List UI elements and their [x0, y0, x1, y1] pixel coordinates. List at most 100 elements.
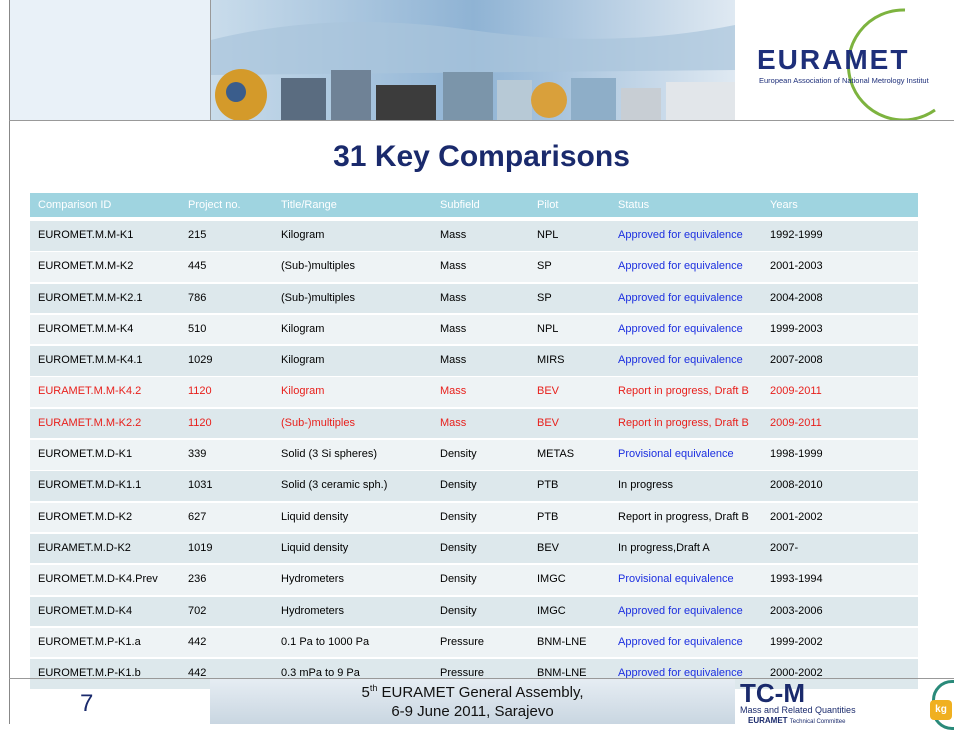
table-cell: 442	[188, 628, 206, 658]
header-row: Comparison IDProject no.Title/RangeSubfi…	[30, 193, 918, 217]
event-box: 5th EURAMET General Assembly, 6-9 June 2…	[210, 679, 735, 724]
table-cell: 627	[188, 503, 206, 533]
table-cell: EUROMET.M.M-K1	[38, 221, 133, 251]
table-cell: 2001-2002	[770, 503, 823, 533]
table-cell: Mass	[440, 346, 466, 376]
table-cell: 339	[188, 440, 206, 470]
logo-area: EURAMET European Association of National…	[735, 0, 954, 120]
table-cell: EUROMET.M.D-K2	[38, 503, 132, 533]
table-row: EUROMET.M.D-K2627Liquid densityDensityPT…	[30, 503, 918, 533]
table-cell: Kilogram	[281, 377, 324, 407]
table-cell: 1993-1994	[770, 565, 823, 595]
table-row: EUROMET.M.D-K1.1 1031 Solid (3 ceramic sph…	[30, 471, 918, 501]
table-cell: Mass	[440, 315, 466, 345]
table-cell: NPL	[537, 315, 558, 345]
table-cell: NPL	[537, 221, 558, 251]
table-cell: 510	[188, 315, 206, 345]
table-cell: Report in progress, Draft B	[618, 409, 749, 439]
table-cell: EURAMET.M.M-K4.2	[38, 377, 141, 407]
table-cell: 1019	[188, 534, 212, 564]
logo: EURAMET	[757, 44, 909, 76]
table-cell: 2009-2011	[770, 409, 822, 439]
title: 31 Key Comparisons	[9, 140, 954, 174]
table-cell: EUROMET.M.M-K2.1	[38, 284, 143, 314]
tc-org-subtitle: Technical Committee	[790, 719, 846, 725]
table-cell: Hydrometers	[281, 565, 344, 595]
table-cell: Report in progress, Draft B	[618, 377, 749, 407]
table-row: EUROMET.M.M-K2.1786(Sub-)multiplesMassSP…	[30, 284, 918, 314]
table-cell: IMGC	[537, 565, 566, 595]
table: Comparison IDProject no.Title/RangeSubfi…	[30, 193, 918, 690]
table-cell: 2004-2008	[770, 284, 823, 314]
table-cell: 445	[188, 252, 206, 282]
column-header: Years	[770, 193, 798, 217]
table-cell: Approved for equivalence	[618, 628, 743, 658]
table-row: EUROMET.M.D-K1339Solid (3 Si spheres)Den…	[30, 440, 918, 470]
column-header: Status	[618, 193, 649, 217]
table-cell: Approved for equivalence	[618, 315, 743, 345]
table-cell: EUROMET.M.D-K4	[38, 597, 132, 627]
event-line2: 6-9 June 2011, Sarajevo	[210, 703, 735, 720]
table-cell: EUROMET.M.P-K1.b	[38, 659, 141, 689]
table-cell: Approved for equivalence	[618, 597, 743, 627]
table-cell: Density	[440, 471, 477, 501]
table-cell: In progress	[618, 471, 673, 501]
table-cell: EURAMET.M.D-K2	[38, 534, 131, 564]
table-cell: METAS	[537, 440, 574, 470]
table-cell: Approved for equivalence	[618, 284, 743, 314]
table-cell: 1992-1999	[770, 221, 823, 251]
kg-weight: kg	[930, 700, 952, 720]
table-row: EUROMET.M.M-K1215KilogramMassNPLApproved…	[30, 221, 918, 251]
table-cell: 702	[188, 597, 206, 627]
header-rule	[9, 120, 954, 121]
table-cell: BEV	[537, 534, 559, 564]
table-cell: BNM-LNE	[537, 628, 587, 658]
table-cell: EUROMET.M.D-K1.1	[38, 471, 141, 501]
page-number: 7	[80, 690, 93, 718]
table-cell: 1029	[188, 346, 212, 376]
table-cell: BEV	[537, 377, 559, 407]
table-cell: Mass	[440, 377, 466, 407]
table-cell: Kilogram	[281, 221, 324, 251]
table-cell: 215	[188, 221, 206, 251]
table-cell: Density	[440, 565, 477, 595]
table-cell: Mass	[440, 221, 466, 251]
table-cell: 1031	[188, 471, 212, 501]
table-cell: 1999-2002	[770, 628, 823, 658]
event-text: EURAMET General Assembly,	[377, 684, 583, 701]
column-header: Subfield	[440, 193, 480, 217]
column-header: Title/Range	[281, 193, 337, 217]
table-cell: Kilogram	[281, 346, 324, 376]
table-cell: EUROMET.M.D-K1	[38, 440, 132, 470]
header-collage	[211, 0, 735, 120]
table-cell: Liquid density	[281, 503, 348, 533]
table-cell: Density	[440, 534, 477, 564]
table-cell: Hydrometers	[281, 597, 344, 627]
table-cell: Solid (3 ceramic sph.)	[281, 471, 387, 501]
table-cell: 786	[188, 284, 206, 314]
table-cell: SP	[537, 284, 552, 314]
table-cell: 2003-2006	[770, 597, 823, 627]
table-cell: EUROMET.M.M-K2	[38, 252, 133, 282]
table-cell: Approved for equivalence	[618, 252, 743, 282]
table-cell: EURAMET.M.M-K2.2	[38, 409, 141, 439]
table-cell: 2007-2008	[770, 346, 823, 376]
table-cell: 236	[188, 565, 206, 595]
event-line1: 5th EURAMET General Assembly,	[210, 683, 735, 701]
table-cell: Mass	[440, 409, 466, 439]
table-cell: 2007-	[770, 534, 798, 564]
table-cell: Report in progress, Draft B	[618, 503, 749, 533]
table-cell: 442	[188, 659, 206, 689]
table-cell: SP	[537, 252, 552, 282]
table-cell: EUROMET.M.P-K1.a	[38, 628, 141, 658]
table-cell: BEV	[537, 409, 559, 439]
table-cell: 1120	[188, 409, 212, 439]
table-cell: 2008-2010	[770, 471, 823, 501]
column-header: Project no.	[188, 193, 241, 217]
